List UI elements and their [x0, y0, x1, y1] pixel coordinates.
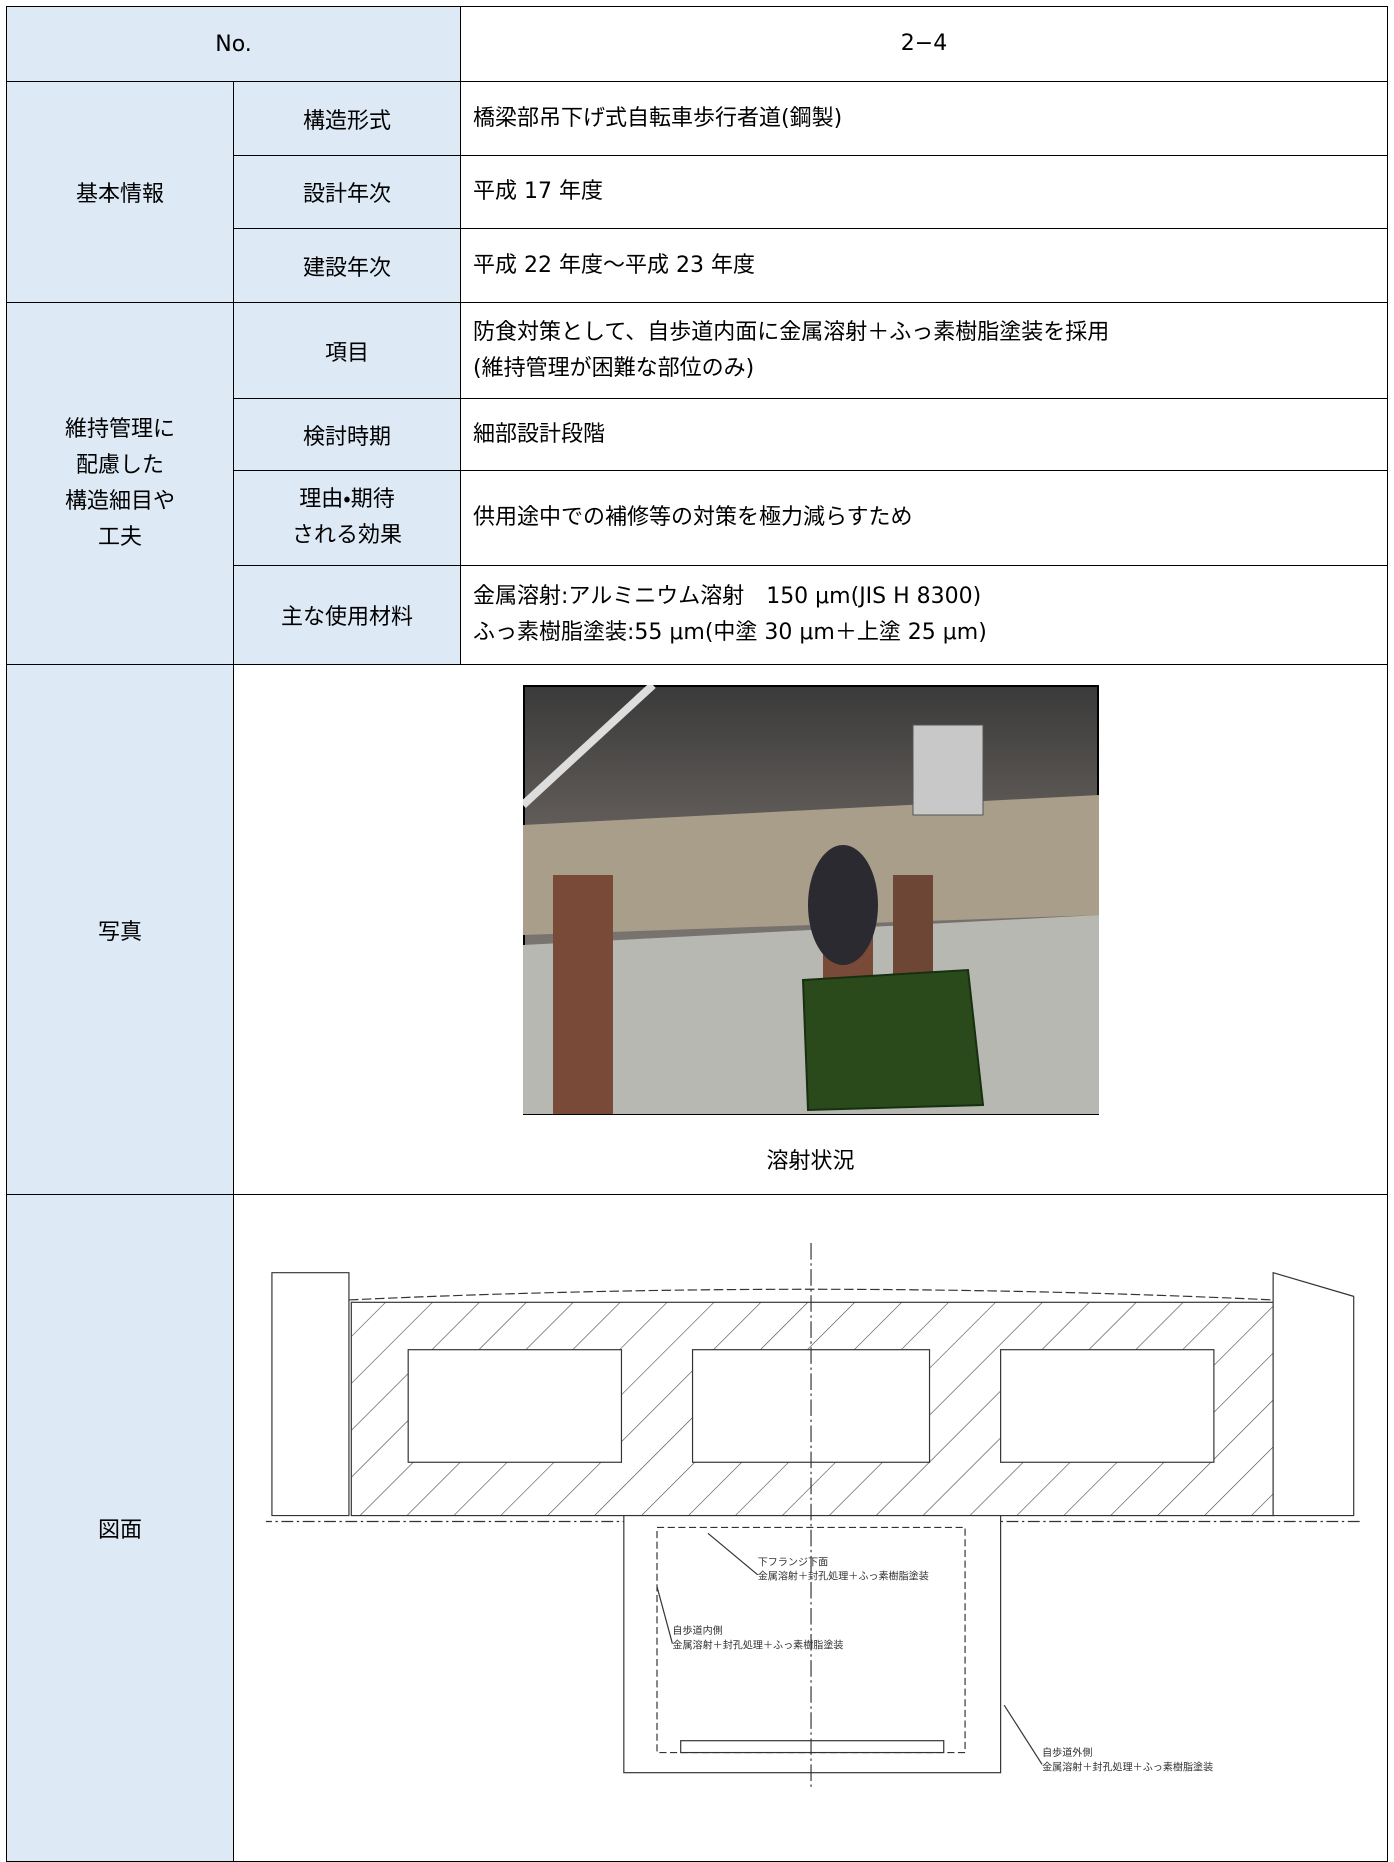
annotation: 自歩道外側 [1042, 1746, 1092, 1759]
label: 写真 [97, 919, 142, 945]
item: 検討時期 [302, 424, 391, 450]
label: 基本情報 [75, 182, 164, 207]
annotation: 下フランジ下面 [758, 1556, 828, 1568]
info-table: No. 2−4 基本情報 構造形式 橋梁部吊下げ式自転車歩行者道(鋼製) 設計年… [6, 6, 1388, 1862]
cell: 金属溶射:アルミニウム溶射 150 μm(JIS H 8300) ふっ素樹脂塗装:… [460, 565, 1388, 665]
annotation: 金属溶射＋封孔処理＋ふっ素樹脂塗装 [758, 1570, 929, 1583]
cell: 写真 [6, 664, 234, 1195]
row: No. 2−4 [6, 6, 1388, 82]
cell: 項目 [233, 302, 461, 399]
item: 理由・期待 [299, 487, 395, 512]
item: 構造形式 [302, 108, 391, 134]
cell: 平成 22 年度～平成 23 年度 [460, 228, 1388, 303]
cell: 防食対策として、自歩道内面に金属溶射＋ふっ素樹脂塗装を採用 (維持管理が困難な部位… [460, 302, 1388, 399]
value: 平成 17 年度 [473, 179, 603, 204]
annotation: 自歩道内側 [672, 1624, 722, 1637]
value: 橋梁部吊下げ式自転車歩行者道(鋼製) [473, 105, 843, 131]
item: 項目 [324, 340, 369, 366]
cell: 構造形式 [233, 81, 461, 156]
value: 平成 22 年度～平成 23 年度 [473, 252, 755, 278]
cell: 理由・期待される効果 [233, 470, 461, 566]
cell: 基本情報 [6, 81, 234, 303]
value: 2−4 [900, 31, 948, 56]
cell: 建設年次 [233, 228, 461, 303]
drawing: 下フランジ下面 金属溶射＋封孔処理＋ふっ素樹脂塗装 自歩道内側 金属溶射＋封孔処… [266, 1243, 1362, 1789]
label: No. [215, 31, 252, 57]
item: される効果 [291, 523, 402, 548]
cell: 設計年次 [233, 155, 461, 229]
value: 細部設計段階 [473, 421, 606, 447]
cell: 橋梁部吊下げ式自転車歩行者道(鋼製) [460, 81, 1388, 156]
cell: 図面 [6, 1194, 234, 1862]
cell: 検討時期 [233, 398, 461, 471]
label: 図面 [97, 1518, 142, 1543]
annotation: 金属溶射＋封孔処理＋ふっ素樹脂塗装 [1042, 1760, 1213, 1773]
cell: 供用途中での補修等の対策を極力減らすため [460, 470, 1388, 566]
value: 金属溶射:アルミニウム溶射 150 μm(JIS H 8300) [473, 584, 982, 609]
value: (維持管理が困難な部位のみ) [473, 355, 755, 381]
cell: 2−4 [460, 6, 1388, 82]
photo [522, 684, 1099, 1115]
item: 設計年次 [302, 182, 391, 207]
value: 防食対策として、自歩道内面に金属溶射＋ふっ素樹脂塗装を採用 [473, 319, 1110, 345]
caption: 溶射状況 [766, 1148, 855, 1174]
item: 主な使用材料 [280, 605, 413, 630]
value: ふっ素樹脂塗装:55 μm(中塗 30 μm＋上塗 25 μm) [473, 620, 987, 645]
cell: 溶射状況 [233, 664, 1388, 1195]
label: 構造細目や [64, 488, 175, 514]
cell: 主な使用材料 [233, 565, 461, 665]
label: 維持管理に [64, 416, 175, 442]
label: 配慮した [75, 452, 164, 478]
cell: 維持管理に 配慮した 構造細目や 工夫 [6, 302, 234, 665]
cell: 平成 17 年度 [460, 155, 1388, 229]
annotation: 金属溶射＋封孔処理＋ふっ素樹脂塗装 [672, 1638, 843, 1651]
label: 工夫 [97, 524, 142, 550]
cell: 細部設計段階 [460, 398, 1388, 471]
cell: 下フランジ下面 金属溶射＋封孔処理＋ふっ素樹脂塗装 自歩道内側 金属溶射＋封孔処… [233, 1194, 1388, 1862]
cell: No. [6, 6, 461, 82]
item: 建設年次 [302, 255, 391, 281]
value: 供用途中での補修等の対策を極力減らすため [473, 505, 913, 530]
